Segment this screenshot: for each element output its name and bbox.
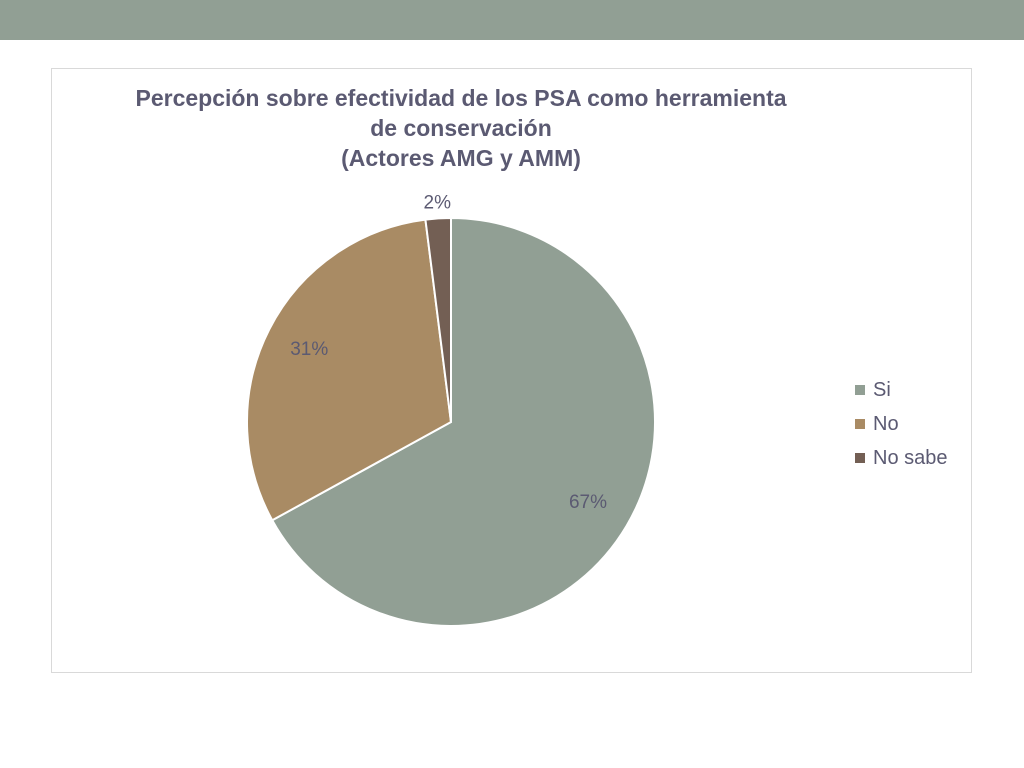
chart-title: Percepción sobre efectividad de los PSA …: [52, 83, 870, 173]
pie-slice-no-sabe: [424, 216, 452, 423]
top-bar: [0, 0, 1024, 40]
legend-item-no: No: [855, 407, 948, 441]
data-label-no: 31%: [290, 339, 328, 360]
legend-label-si: Si: [873, 378, 891, 401]
legend: Si No No sabe: [855, 373, 948, 475]
pie-slice-no: [246, 218, 453, 522]
chart-title-line-1: Percepción sobre efectividad de los PSA …: [135, 85, 787, 111]
legend-item-no-sabe: No sabe: [855, 441, 948, 475]
legend-label-no: No: [873, 412, 899, 435]
legend-swatch-no-sabe: [855, 453, 865, 463]
legend-swatch-no: [855, 419, 865, 429]
pie-slice-si: [270, 216, 656, 627]
data-label-si: 67%: [569, 492, 607, 513]
chart-title-line-2: de conservación: [370, 115, 552, 141]
chart-area: Percepción sobre efectividad de los PSA …: [51, 68, 972, 673]
chart-title-line-3: (Actores AMG y AMM): [341, 145, 581, 171]
pie-chart: 67% 31% 2%: [246, 192, 656, 627]
data-label-no-sabe: 2%: [424, 192, 452, 213]
legend-label-no-sabe: No sabe: [873, 446, 948, 469]
legend-item-si: Si: [855, 373, 948, 407]
legend-swatch-si: [855, 385, 865, 395]
